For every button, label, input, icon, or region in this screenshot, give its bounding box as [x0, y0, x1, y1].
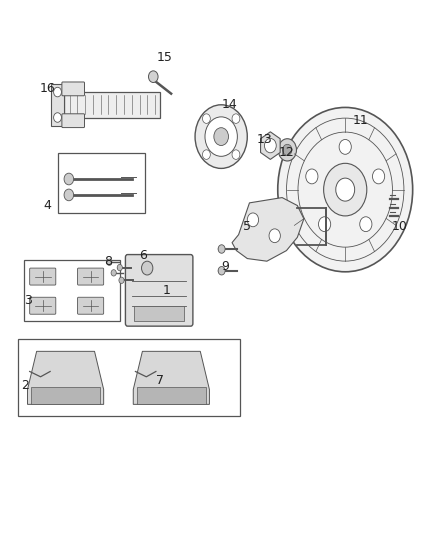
Text: 11: 11	[353, 114, 368, 127]
Text: 3: 3	[25, 294, 32, 308]
Circle shape	[53, 87, 61, 97]
Text: 14: 14	[222, 98, 238, 111]
Circle shape	[324, 163, 367, 216]
Circle shape	[247, 213, 258, 227]
Text: 1: 1	[163, 284, 171, 297]
Circle shape	[53, 113, 61, 122]
Circle shape	[339, 140, 351, 155]
Polygon shape	[261, 132, 280, 159]
Circle shape	[195, 105, 247, 168]
FancyBboxPatch shape	[62, 82, 85, 96]
FancyBboxPatch shape	[78, 297, 104, 314]
Polygon shape	[232, 198, 304, 261]
Bar	[25, 260, 120, 320]
Circle shape	[205, 117, 237, 156]
Bar	[18, 339, 240, 416]
Circle shape	[360, 217, 372, 232]
Circle shape	[269, 229, 280, 243]
Circle shape	[336, 178, 355, 201]
Circle shape	[218, 266, 225, 275]
Circle shape	[214, 128, 229, 146]
Polygon shape	[50, 84, 64, 126]
Circle shape	[306, 169, 318, 184]
Circle shape	[278, 139, 297, 161]
Circle shape	[117, 264, 122, 271]
Circle shape	[218, 245, 225, 253]
Circle shape	[372, 169, 385, 184]
Bar	[64, 92, 160, 118]
FancyBboxPatch shape	[78, 268, 104, 285]
Text: 15: 15	[157, 51, 173, 63]
Circle shape	[265, 139, 276, 153]
FancyBboxPatch shape	[62, 114, 85, 127]
Text: 4: 4	[43, 199, 51, 212]
Circle shape	[111, 270, 116, 276]
Text: 12: 12	[279, 146, 294, 159]
FancyBboxPatch shape	[125, 255, 193, 326]
Text: 16: 16	[39, 83, 55, 95]
Text: 9: 9	[222, 260, 230, 273]
Circle shape	[119, 277, 124, 284]
Text: 13: 13	[257, 133, 272, 146]
Circle shape	[64, 189, 74, 201]
Text: 5: 5	[243, 220, 251, 233]
Bar	[137, 387, 206, 405]
Text: 10: 10	[392, 220, 407, 233]
Polygon shape	[133, 351, 209, 405]
Text: 6: 6	[139, 249, 147, 262]
Text: 2: 2	[21, 379, 29, 392]
Polygon shape	[28, 351, 104, 405]
Circle shape	[232, 150, 240, 159]
Bar	[58, 152, 145, 214]
FancyBboxPatch shape	[30, 268, 56, 285]
Bar	[134, 306, 184, 321]
Circle shape	[318, 217, 331, 232]
Circle shape	[107, 259, 112, 265]
Text: 7: 7	[156, 374, 164, 387]
Circle shape	[278, 108, 413, 272]
Circle shape	[148, 71, 158, 83]
Circle shape	[202, 114, 210, 123]
Bar	[31, 387, 100, 405]
FancyBboxPatch shape	[30, 297, 56, 314]
Circle shape	[202, 150, 210, 159]
Circle shape	[64, 173, 74, 185]
Circle shape	[283, 144, 292, 156]
Circle shape	[141, 261, 153, 275]
Text: 8: 8	[104, 255, 112, 268]
Circle shape	[232, 114, 240, 123]
